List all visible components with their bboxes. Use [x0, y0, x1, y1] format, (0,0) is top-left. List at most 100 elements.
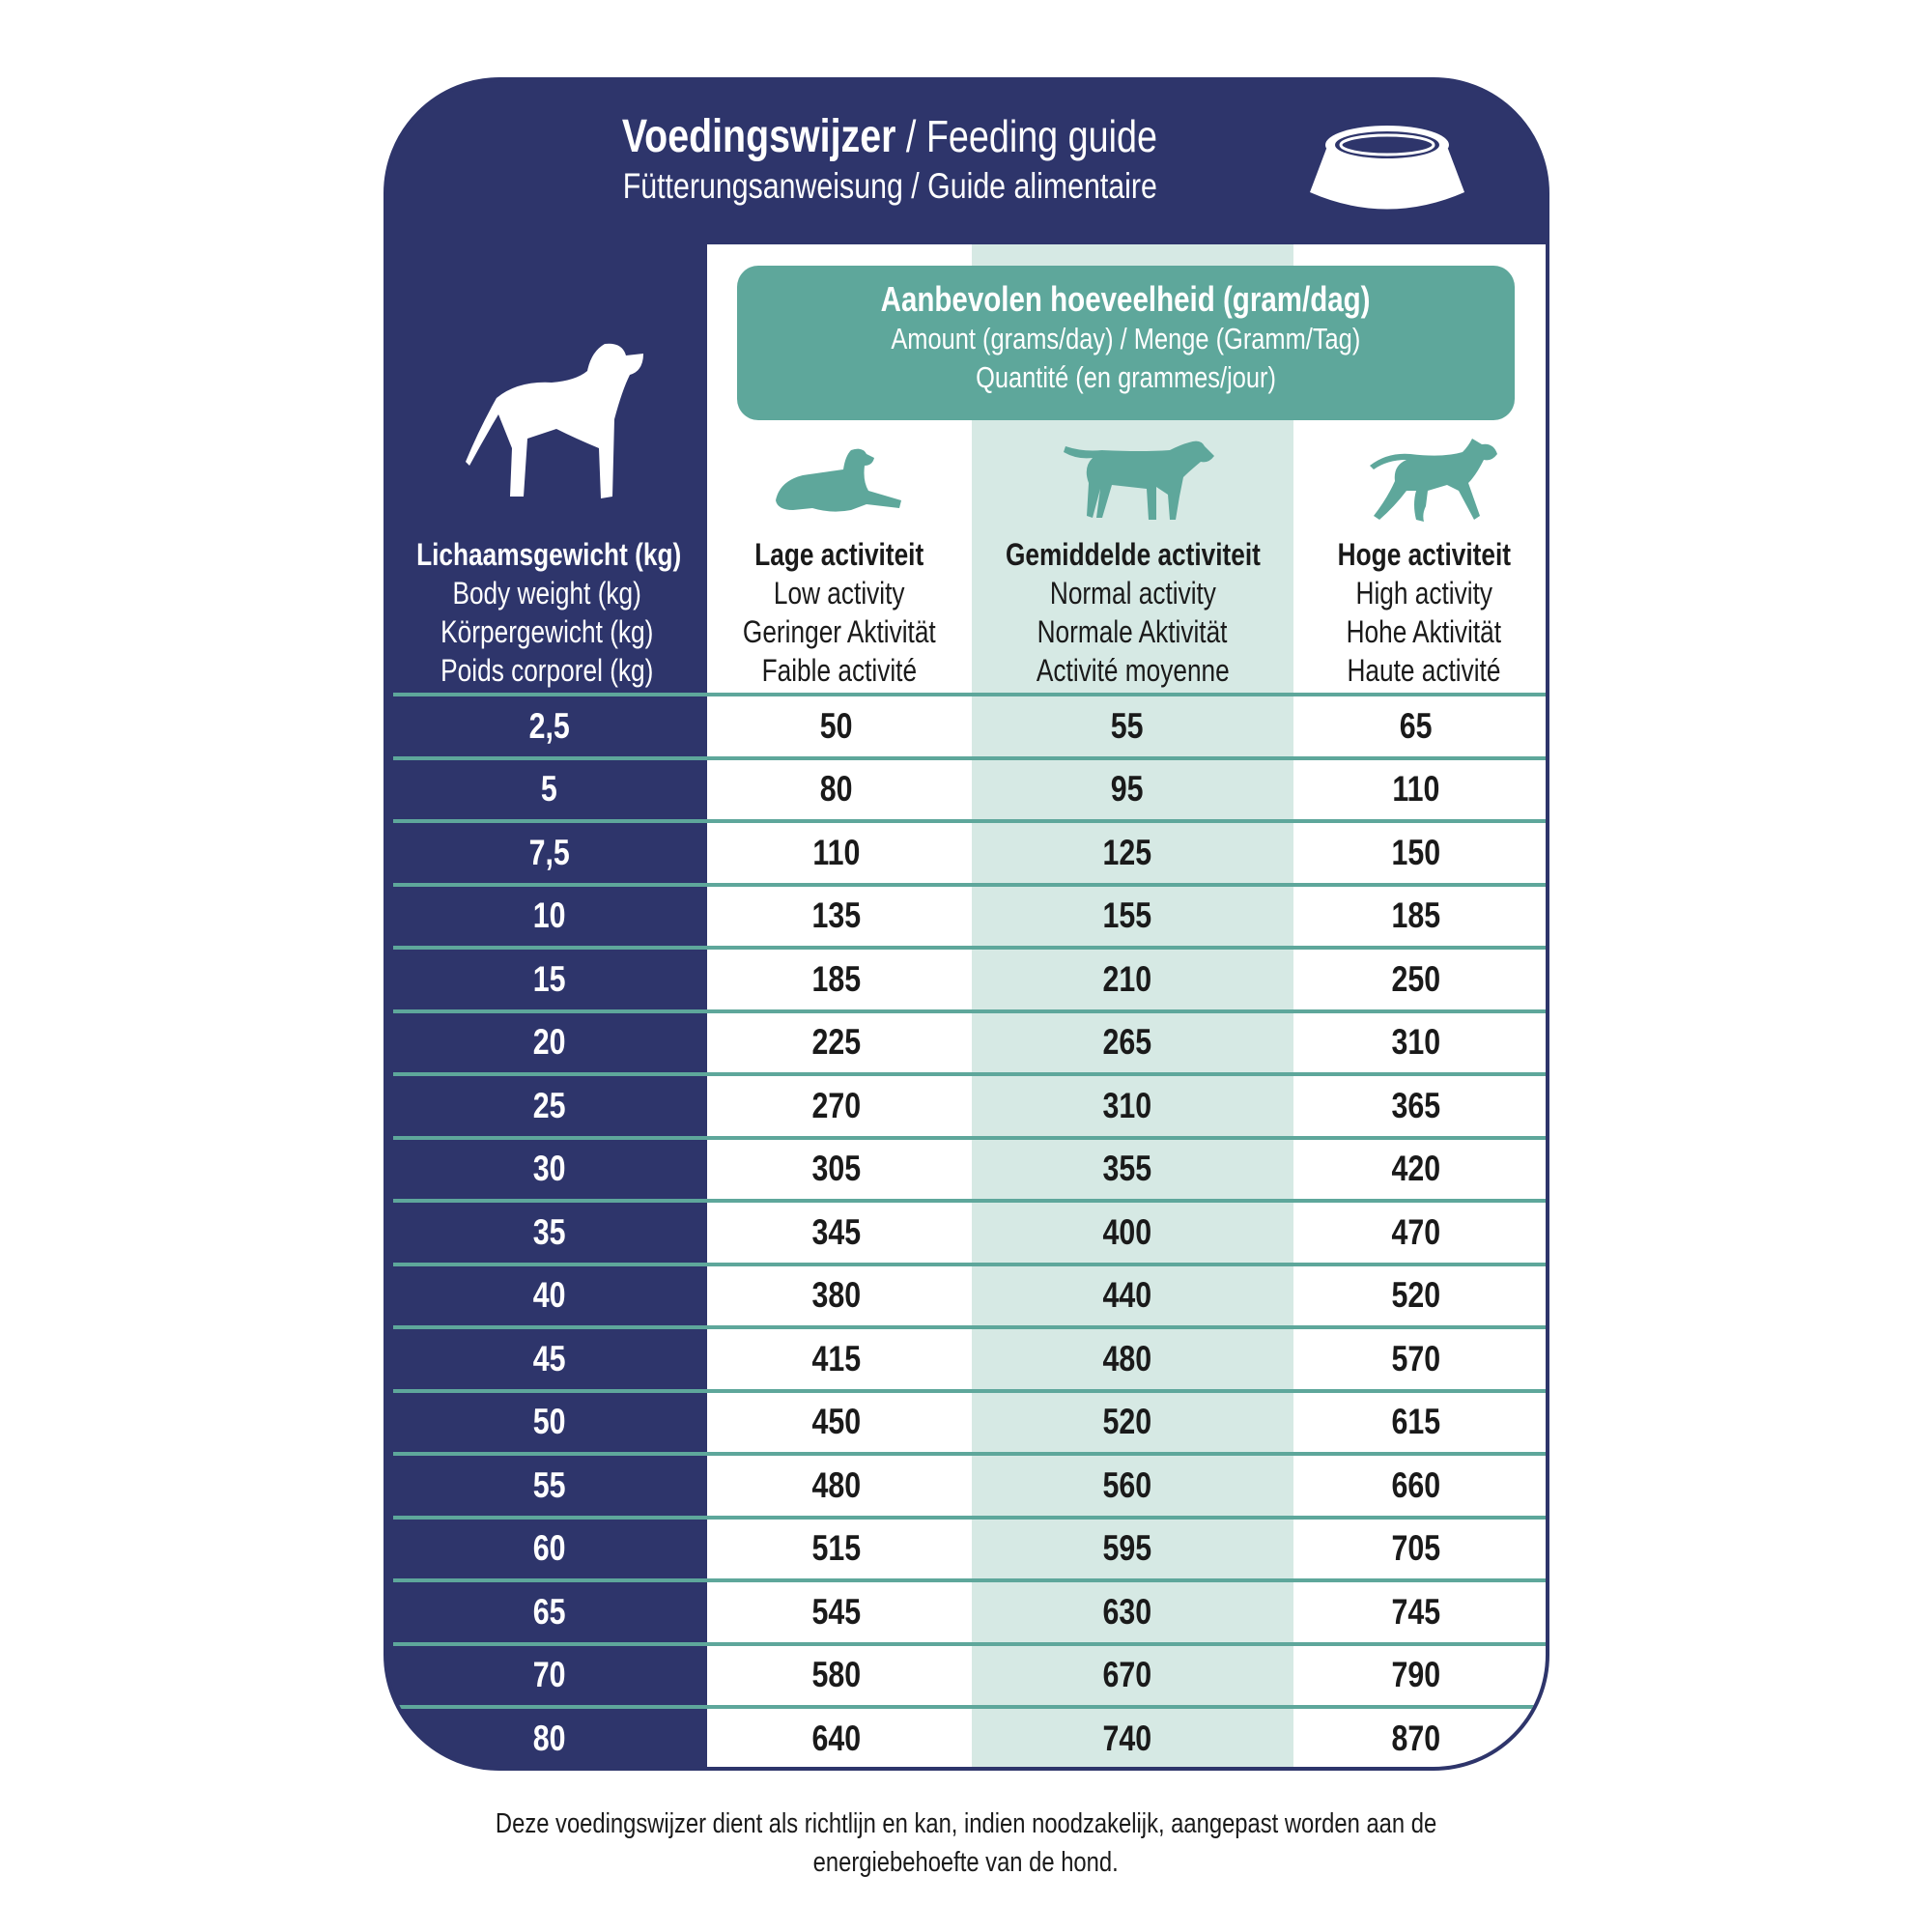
normal-activity-cell: 400 — [1102, 1211, 1152, 1252]
normal-activity-cell: 630 — [1102, 1591, 1152, 1632]
normal-activity-cell: 560 — [1102, 1464, 1152, 1505]
table-row: 20 225 265 310 — [393, 1009, 1546, 1073]
normal-activity-cell: 125 — [1102, 832, 1152, 872]
low-activity-cell: 415 — [811, 1338, 861, 1378]
high-activity-cell: 660 — [1391, 1464, 1441, 1505]
body-weight-cell: 30 — [532, 1149, 566, 1189]
high-activity-cell: 250 — [1391, 958, 1441, 999]
table-row: 55 480 560 660 — [393, 1452, 1546, 1516]
normal-activity-cell: 480 — [1102, 1338, 1152, 1378]
low-activity-cell: 515 — [811, 1528, 861, 1569]
low-activity-cell: 305 — [811, 1149, 861, 1189]
high-activity-cell: 790 — [1391, 1655, 1441, 1695]
header-body-weight: Lichaamsgewicht (kg) Body weight (kg) Kö… — [416, 537, 682, 688]
normal-activity-cell: 95 — [1110, 769, 1144, 810]
page-title: Voedingswijzer / Feeding guide — [503, 110, 1276, 163]
walking-dog-icon — [1064, 440, 1214, 520]
low-activity-cell: 110 — [812, 832, 861, 872]
body-weight-cell: 2,5 — [528, 705, 570, 746]
body-weight-cell: 80 — [532, 1718, 566, 1758]
recommended-amount-banner: Aanbevolen hoeveelheid (gram/dag) Amount… — [737, 266, 1515, 420]
high-activity-cell: 420 — [1391, 1149, 1441, 1189]
high-activity-cell: 520 — [1391, 1275, 1441, 1316]
running-dog-icon — [1370, 439, 1497, 522]
table-row: 45 415 480 570 — [393, 1325, 1546, 1389]
body-weight-cell: 10 — [532, 895, 566, 936]
body-weight-cell: 50 — [532, 1402, 566, 1442]
food-bowl-icon — [1310, 126, 1464, 210]
table-row: 70 580 670 790 — [393, 1641, 1546, 1706]
table-row: 7,5 110 125 150 — [393, 819, 1546, 883]
table-row: 2,5 50 55 65 — [393, 693, 1546, 756]
body-weight-cell: 35 — [532, 1211, 566, 1252]
low-activity-cell: 345 — [811, 1211, 861, 1252]
normal-activity-column-bg — [972, 244, 1293, 1767]
normal-activity-cell: 740 — [1102, 1718, 1152, 1758]
low-activity-cell: 50 — [819, 705, 853, 746]
high-activity-cell: 470 — [1391, 1211, 1441, 1252]
title-bold: Voedingswijzer — [621, 111, 896, 162]
body-weight-cell: 5 — [540, 769, 557, 810]
standing-dog-icon — [466, 343, 643, 498]
high-activity-cell: 65 — [1400, 705, 1433, 746]
feeding-guide-card: Voedingswijzer / Feeding guide Fütterung… — [384, 77, 1549, 1771]
table-row: 80 640 740 870 — [393, 1705, 1546, 1767]
page-subtitle: Fütterungsanweisung / Guide alimentaire — [622, 166, 1157, 206]
normal-activity-cell: 265 — [1102, 1022, 1152, 1063]
low-activity-cell: 640 — [811, 1718, 861, 1758]
normal-activity-cell: 310 — [1102, 1085, 1152, 1125]
normal-activity-cell: 595 — [1102, 1528, 1152, 1569]
body-weight-cell: 15 — [532, 958, 566, 999]
body-weight-cell: 55 — [532, 1464, 566, 1505]
body-weight-cell: 40 — [532, 1275, 566, 1316]
normal-activity-cell: 520 — [1102, 1402, 1152, 1442]
body-weight-cell: 65 — [532, 1591, 566, 1632]
table-row: 5 80 95 110 — [393, 755, 1546, 820]
normal-activity-cell: 210 — [1102, 958, 1152, 999]
low-activity-cell: 135 — [811, 895, 861, 936]
high-activity-cell: 870 — [1391, 1718, 1441, 1758]
header-high-activity: Hoge activiteit High activity Hohe Aktiv… — [1337, 537, 1511, 688]
body-weight-cell: 60 — [532, 1528, 566, 1569]
low-activity-cell: 225 — [811, 1022, 861, 1063]
title-rest: / Feeding guide — [895, 111, 1158, 161]
high-activity-cell: 745 — [1391, 1591, 1441, 1632]
table-row: 40 380 440 520 — [393, 1262, 1546, 1326]
low-activity-cell: 450 — [811, 1402, 861, 1442]
high-activity-cell: 705 — [1391, 1528, 1441, 1569]
low-activity-cell: 380 — [811, 1275, 861, 1316]
low-activity-cell: 580 — [811, 1655, 861, 1695]
table-row: 10 135 155 185 — [393, 882, 1546, 947]
body-weight-cell: 25 — [532, 1085, 566, 1125]
body-weight-cell: 7,5 — [528, 832, 570, 872]
header-normal-activity: Gemiddelde activiteit Normal activity No… — [1005, 537, 1261, 688]
body-weight-cell: 20 — [532, 1022, 566, 1063]
high-activity-cell: 615 — [1391, 1402, 1441, 1442]
normal-activity-cell: 155 — [1102, 895, 1152, 936]
low-activity-cell: 480 — [811, 1464, 861, 1505]
table-row: 60 515 595 705 — [393, 1515, 1546, 1579]
high-activity-cell: 185 — [1391, 895, 1441, 936]
normal-activity-cell: 670 — [1102, 1655, 1152, 1695]
table-row: 25 270 310 365 — [393, 1072, 1546, 1136]
feeding-table: 2,5 50 55 65 5 80 95 110 7,5 110 125 150 10 135 155 185… — [393, 693, 1546, 1767]
high-activity-cell: 365 — [1391, 1085, 1441, 1125]
normal-activity-cell: 440 — [1102, 1275, 1152, 1316]
table-row: 15 185 210 250 — [393, 946, 1546, 1009]
low-activity-cell: 80 — [819, 769, 853, 810]
high-activity-cell: 570 — [1391, 1338, 1441, 1378]
body-weight-cell: 45 — [532, 1338, 566, 1378]
high-activity-cell: 110 — [1392, 769, 1440, 810]
body-weight-cell: 70 — [532, 1655, 566, 1695]
low-activity-cell: 185 — [811, 958, 861, 999]
lying-dog-icon — [776, 448, 901, 512]
table-row: 65 545 630 745 — [393, 1578, 1546, 1642]
normal-activity-cell: 55 — [1110, 705, 1144, 746]
header-low-activity: Lage activiteit Low activity Geringer Ak… — [743, 537, 936, 688]
normal-activity-cell: 355 — [1102, 1149, 1152, 1189]
table-row: 35 345 400 470 — [393, 1199, 1546, 1263]
footer-note: Deze voedingswijzer dient als richtlijn … — [495, 1808, 1437, 1878]
table-row: 50 450 520 615 — [393, 1388, 1546, 1453]
table-row: 30 305 355 420 — [393, 1135, 1546, 1200]
low-activity-cell: 270 — [811, 1085, 861, 1125]
